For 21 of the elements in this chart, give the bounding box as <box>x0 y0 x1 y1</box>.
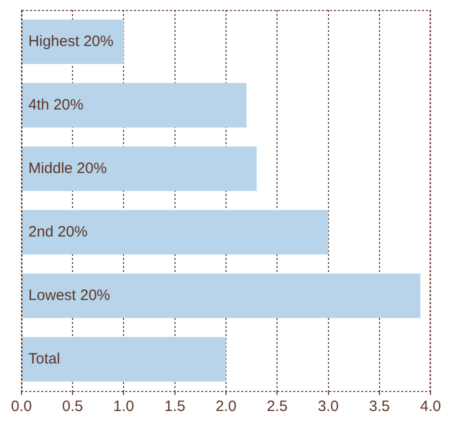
y-tick-label: Middle 20% <box>28 160 107 177</box>
x-tick-label: 3.0 <box>318 398 339 416</box>
x-tick-label: 3.5 <box>369 398 390 416</box>
y-tick-label: 2nd 20% <box>28 223 88 240</box>
x-tick-label: 0.0 <box>10 398 32 416</box>
x-tick-label: 2.5 <box>266 398 288 416</box>
y-tick-label: Lowest 20% <box>28 286 110 304</box>
x-tick-label: 1.5 <box>164 398 186 416</box>
bar <box>22 146 257 191</box>
y-tick-label: Highest 20% <box>28 32 114 50</box>
x-tick-label: 4.0 <box>420 398 442 416</box>
bar <box>22 210 328 254</box>
x-tick-label: 2.0 <box>216 398 236 416</box>
x-tick-label: 0.5 <box>62 398 83 416</box>
y-tick-label: Total <box>28 350 60 368</box>
bar <box>22 20 124 64</box>
bar <box>22 337 226 382</box>
bar <box>22 274 420 318</box>
bar <box>22 83 246 128</box>
x-tick-label: 1.0 <box>113 398 134 416</box>
y-tick-label: 4th 20% <box>28 96 84 114</box>
